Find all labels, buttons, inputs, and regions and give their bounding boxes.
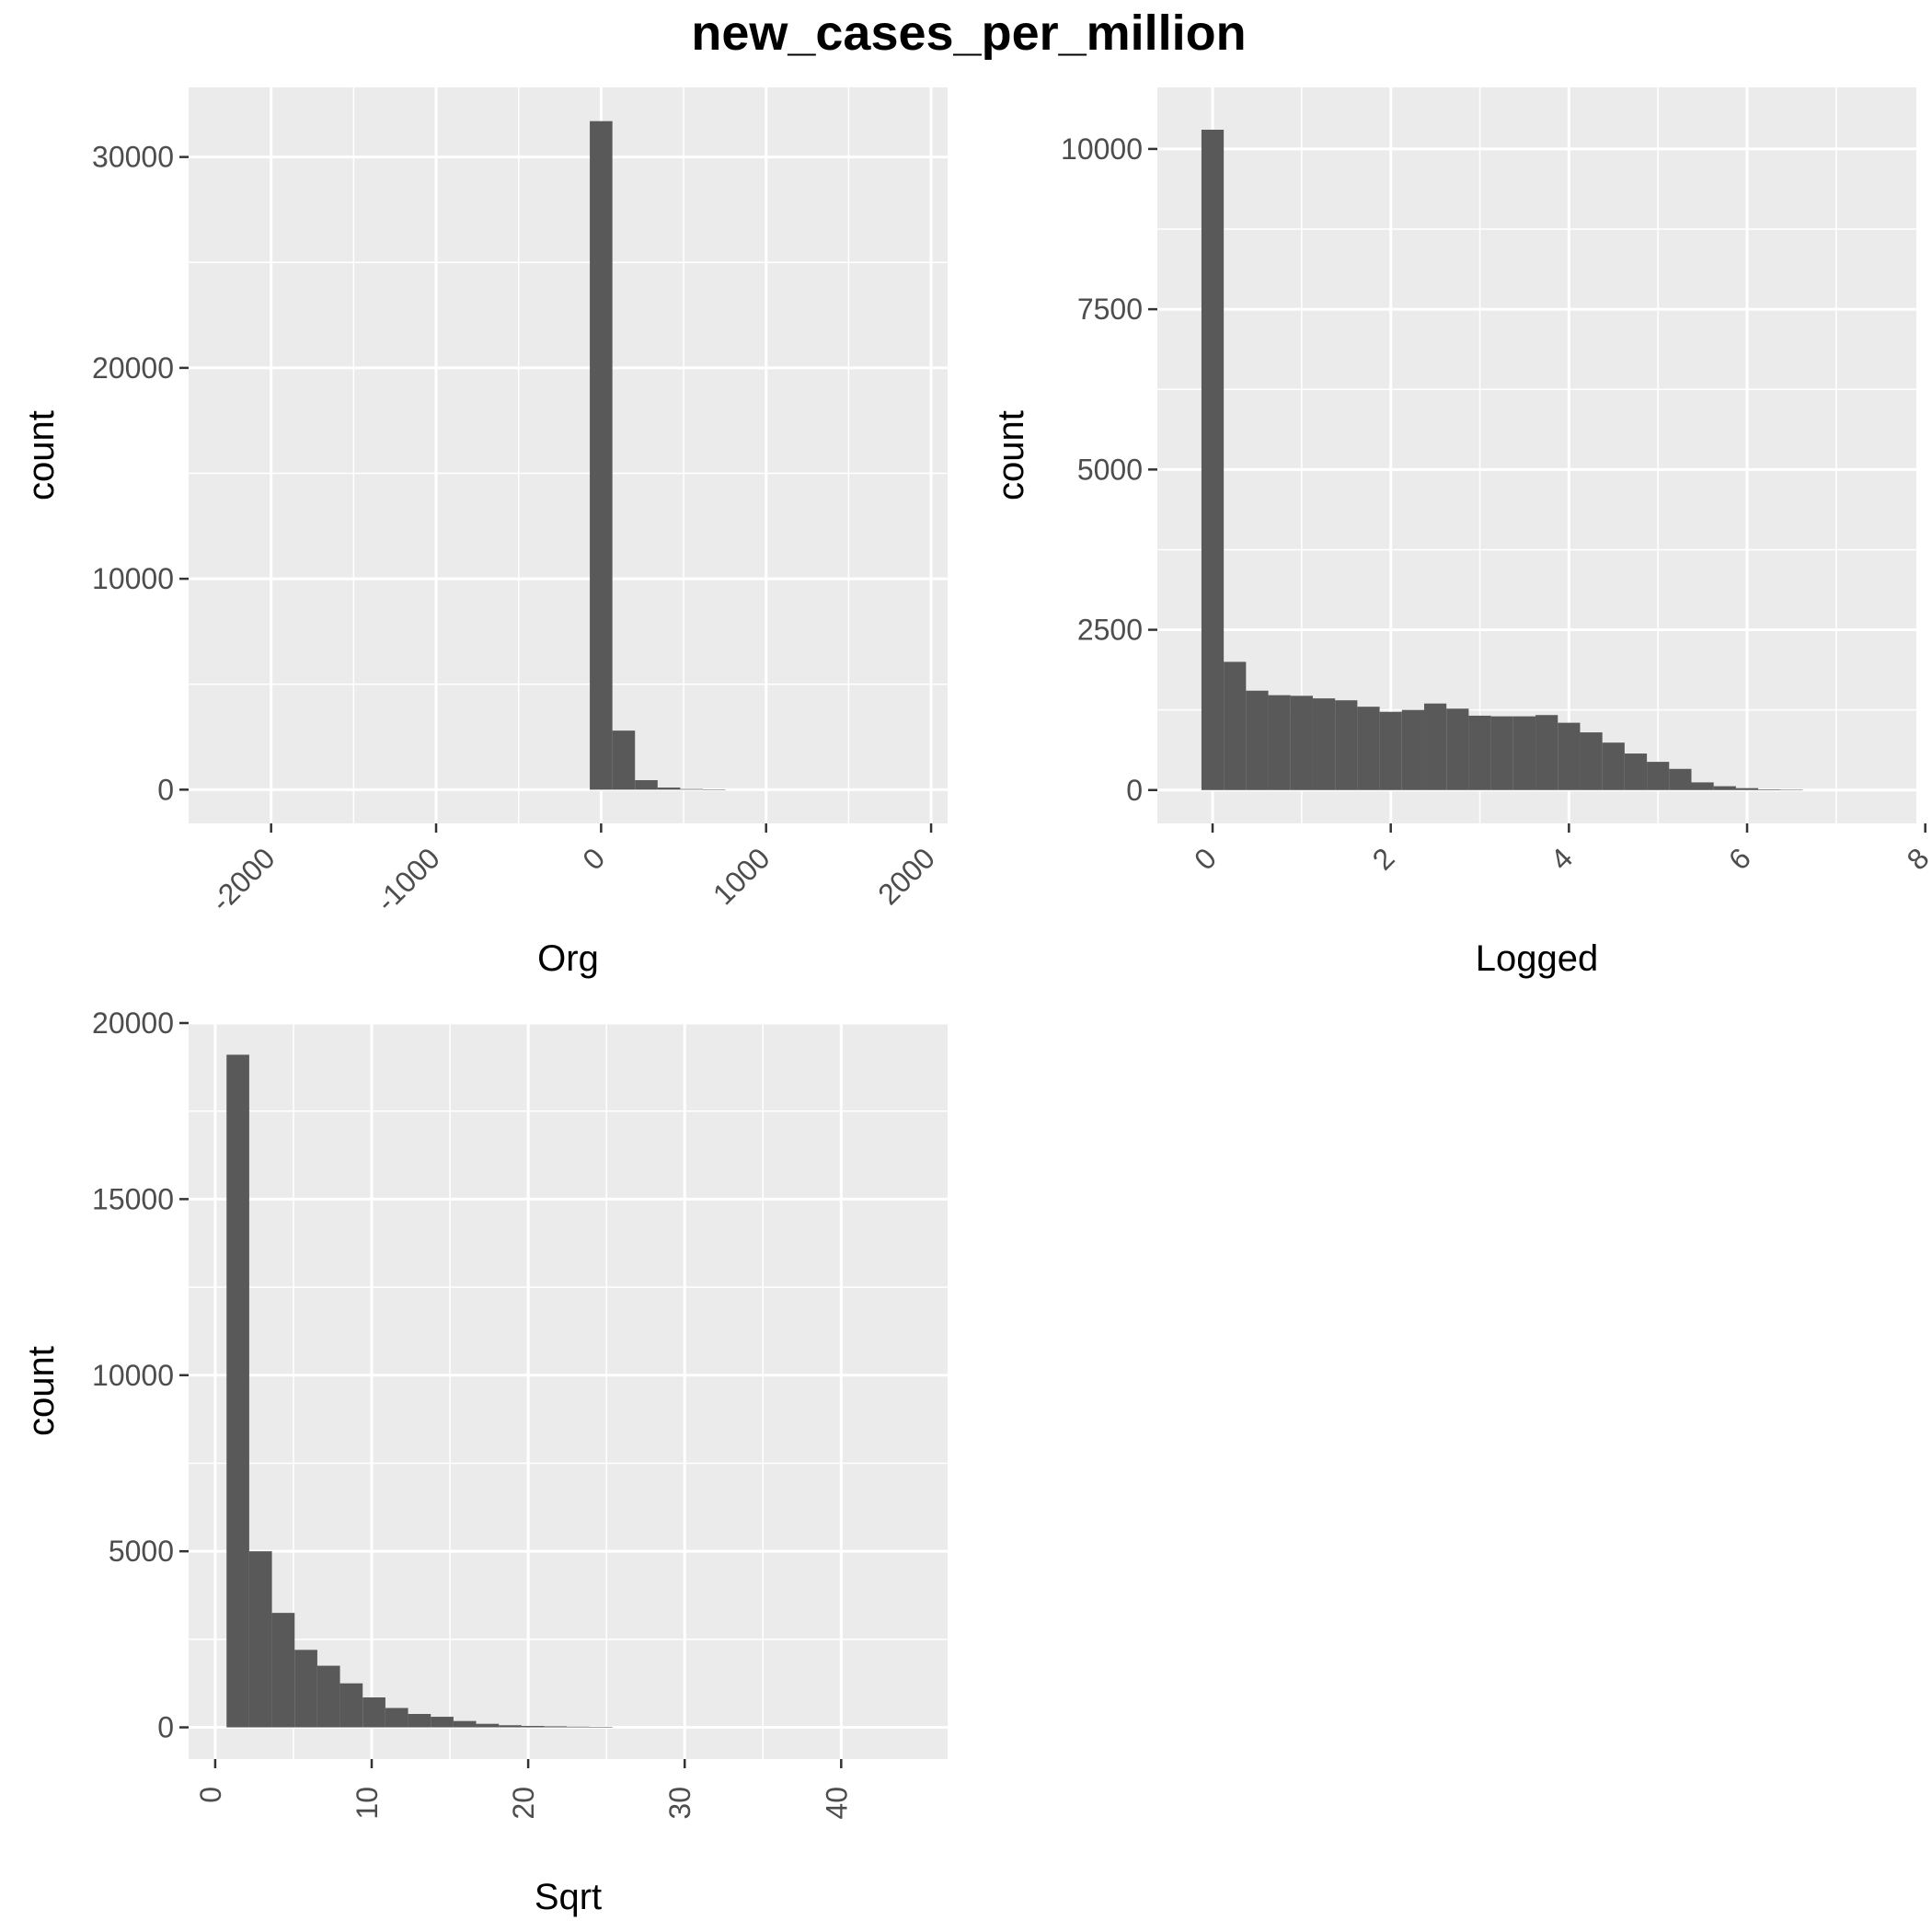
histogram-bar: [635, 780, 658, 790]
x-tick-label: 0: [194, 1787, 227, 1803]
histogram-bar: [544, 1726, 568, 1728]
histogram-bar: [680, 788, 703, 790]
y-tick-label: 20000: [92, 351, 174, 385]
y-tick-label: 7500: [1077, 293, 1143, 326]
histogram-bar: [1246, 690, 1269, 790]
histogram-bar: [408, 1714, 431, 1728]
histogram-bar: [362, 1697, 385, 1728]
y-tick-label: 2500: [1077, 614, 1143, 647]
histogram-bar: [316, 1665, 340, 1728]
histogram-bar: [226, 1054, 249, 1728]
histogram-bar: [1735, 788, 1759, 790]
x-tick-label: 20: [507, 1787, 540, 1820]
histogram-bar: [1201, 129, 1225, 790]
histogram-bar: [294, 1650, 317, 1728]
histogram-bar: [702, 789, 726, 790]
y-axis-title: count: [21, 410, 62, 500]
histogram-bar: [1624, 753, 1648, 790]
histogram-bar: [1446, 708, 1469, 790]
y-tick-label: 30000: [92, 141, 174, 174]
y-tick-label: 10000: [1061, 132, 1143, 166]
histogram-bar: [1780, 789, 1803, 791]
histogram-bar: [1580, 732, 1603, 790]
histogram-bar: [567, 1726, 590, 1728]
histogram-bar: [521, 1726, 545, 1728]
histogram-bar: [1268, 695, 1291, 790]
histogram-bar: [1691, 782, 1714, 790]
histogram-bar: [385, 1708, 408, 1728]
x-axis-title: Sqrt: [535, 1877, 602, 1917]
y-tick-label: 10000: [92, 1359, 174, 1392]
x-tick-label: 30: [663, 1787, 696, 1820]
histogram-bar: [1558, 722, 1581, 790]
histogram-bar: [1335, 700, 1358, 790]
histogram-bar: [1512, 716, 1536, 790]
histogram-bar: [1379, 711, 1402, 790]
panel-background: [189, 1023, 948, 1759]
y-tick-label: 15000: [92, 1182, 174, 1215]
x-axis-title: Org: [537, 938, 599, 979]
histogram-bar: [590, 121, 613, 790]
x-tick-label: 10: [351, 1787, 384, 1820]
y-tick-label: 0: [1126, 774, 1143, 807]
histogram-bar: [499, 1725, 522, 1728]
y-tick-label: 10000: [92, 562, 174, 595]
histogram-bar: [453, 1720, 477, 1728]
panel-background: [189, 87, 948, 823]
histogram-bar: [476, 1723, 500, 1728]
histogram-bar: [1602, 742, 1625, 790]
y-axis-title: count: [21, 1346, 62, 1436]
y-axis-title: count: [991, 410, 1031, 500]
histogram-bar: [1713, 786, 1736, 790]
panel-3: 0 5000 10000 15000 20000 0 10 20 30 40 Sqrt count: [21, 1006, 948, 1917]
x-tick-label: 40: [820, 1787, 853, 1820]
histogram-bar: [1290, 696, 1313, 790]
histogram-bar: [271, 1613, 295, 1728]
histogram-bar: [1401, 709, 1425, 790]
histogram-bar: [248, 1551, 272, 1728]
histogram-bar: [1424, 703, 1447, 790]
y-tick-label: 0: [157, 773, 174, 806]
y-tick-label: 0: [157, 1711, 174, 1744]
histogram-bar: [1758, 789, 1781, 790]
histogram-bar: [1669, 768, 1692, 790]
histogram-bar: [1312, 698, 1336, 790]
histogram-bar: [1535, 715, 1558, 790]
y-tick-label: 5000: [1077, 453, 1143, 486]
histogram-bar: [1224, 661, 1247, 790]
histogram-bar: [1468, 715, 1491, 790]
histogram-bar: [612, 730, 636, 790]
histogram-bar: [657, 788, 681, 790]
x-axis-title: Logged: [1476, 938, 1598, 979]
histogram-bar: [1647, 762, 1670, 790]
histogram-bar: [431, 1717, 454, 1728]
y-tick-label: 20000: [92, 1006, 174, 1040]
histogram-bar: [589, 1726, 613, 1728]
y-tick-label: 5000: [109, 1535, 174, 1568]
histogram-bar: [1357, 707, 1380, 790]
figure-title: new_cases_per_million: [691, 6, 1246, 61]
histogram-bar: [339, 1683, 363, 1728]
histogram-bar: [1490, 716, 1513, 790]
